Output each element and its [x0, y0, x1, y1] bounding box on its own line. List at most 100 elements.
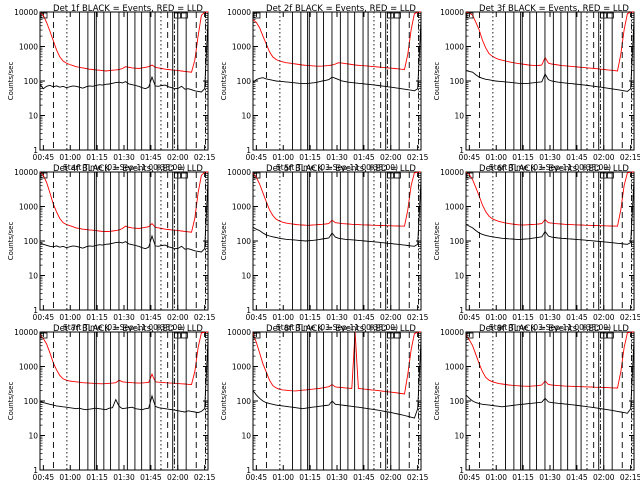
y-tick-label: 10000: [440, 8, 464, 17]
flag-box: [393, 332, 401, 339]
y-tick-label: 10000: [14, 8, 38, 17]
y-tick-label: 10000: [227, 168, 251, 177]
lld-series-line: [252, 331, 422, 395]
x-tick-label: 02:00: [593, 313, 615, 322]
lld-series-line: [465, 331, 635, 389]
x-tick-label: 02:00: [167, 473, 189, 480]
chart-panel-1: Det 1f BLACK = Events, RED = LLD 1 10 100 10…: [7, 4, 216, 172]
y-tick-label: 10000: [440, 328, 464, 337]
x-tick-label: 01:15: [86, 473, 108, 480]
x-tick-label: 00:45: [459, 313, 481, 322]
plot-frame: [252, 331, 422, 471]
chart-panel-9: Det 9f BLACK = Events, RED = LLD 1 10 100 10…: [433, 324, 640, 480]
flag-box: [173, 12, 181, 19]
chart-title: Det 9f BLACK = Events, RED = LLD: [479, 324, 629, 334]
chart-panel-7: Det 7f BLACK = Events, RED = LLD 1 10 100 10…: [7, 324, 216, 480]
y-axis-label: Counts/sec: [7, 382, 15, 421]
flag-box: [173, 332, 181, 339]
y-tick-label: 1000: [232, 363, 251, 372]
y-axis-label: Counts/sec: [7, 222, 15, 261]
flag-box: [386, 332, 394, 339]
y-tick-label: 100: [237, 77, 252, 86]
flag-box: [386, 172, 394, 179]
x-tick-label: 01:30: [539, 153, 561, 162]
lld-series-line: [39, 11, 209, 73]
flag-box: [600, 12, 607, 19]
y-tick-label: 1: [459, 466, 464, 475]
x-tick-label: 02:15: [194, 313, 216, 322]
y-tick-label: 100: [24, 237, 39, 246]
events-series-line: [39, 339, 209, 414]
flag-box: [180, 332, 188, 339]
y-tick-label: 100: [24, 397, 39, 406]
flag-box: [180, 172, 188, 179]
y-tick-label: 10: [241, 432, 251, 441]
y-tick-label: 1: [246, 466, 251, 475]
x-tick-label: 01:00: [485, 313, 507, 322]
x-tick-label: 01:45: [353, 473, 375, 480]
x-tick-label: 01:00: [272, 313, 294, 322]
x-tick-label: 01:30: [539, 473, 561, 480]
events-series-line: [465, 19, 635, 92]
x-tick-label: 01:45: [566, 313, 588, 322]
flag-box: [393, 172, 401, 179]
x-tick-label: 01:45: [140, 153, 162, 162]
chart-title: Det 5f BLACK = Events, RED = LLD: [266, 164, 416, 174]
flag-box: [600, 332, 607, 339]
y-tick-label: 1: [33, 306, 38, 315]
chart-title: Det 6f BLACK = Events, RED = LLD: [479, 164, 629, 174]
chart-panel-3: Det 3f BLACK = Events, RED = LLD 1 10 100 10…: [433, 4, 640, 172]
x-tick-label: 01:15: [299, 473, 321, 480]
plot-frame: [465, 171, 635, 311]
x-tick-label: 01:30: [113, 473, 135, 480]
chart-panel-8: Det 8f BLACK = Events, RED = LLD 1 10 100 10…: [220, 324, 429, 480]
x-tick-label: 01:30: [539, 313, 561, 322]
plot-frame: [252, 171, 422, 311]
y-tick-label: 1000: [232, 203, 251, 212]
x-tick-label: 01:00: [485, 153, 507, 162]
x-axis-label: Start Time (03-Sep-11 00:38:00): [489, 163, 611, 172]
y-tick-label: 10: [28, 112, 38, 121]
events-series-line: [252, 179, 422, 247]
y-axis-label: Counts/sec: [220, 222, 228, 261]
x-axis-label: Start Time (03-Sep-11 00:38:00): [276, 323, 398, 332]
y-tick-label: 1000: [19, 363, 38, 372]
x-tick-label: 02:15: [407, 153, 429, 162]
y-tick-label: 1000: [445, 43, 464, 52]
x-tick-label: 02:15: [620, 473, 640, 480]
x-tick-label: 00:45: [33, 473, 55, 480]
x-tick-label: 02:00: [380, 153, 402, 162]
x-tick-label: 01:15: [86, 313, 108, 322]
x-tick-label: 01:15: [86, 153, 108, 162]
y-tick-label: 10000: [440, 168, 464, 177]
chart-title: Det 1f BLACK = Events, RED = LLD: [53, 4, 203, 14]
flag-box: [40, 332, 48, 339]
y-tick-label: 100: [237, 237, 252, 246]
x-tick-label: 00:45: [33, 313, 55, 322]
y-axis-label: Counts/sec: [7, 62, 15, 101]
x-tick-label: 02:15: [620, 153, 640, 162]
plot-frame: [39, 171, 209, 311]
flag-box: [466, 332, 474, 339]
x-tick-label: 01:30: [113, 313, 135, 322]
flag-box: [40, 172, 48, 179]
events-series-line: [252, 339, 422, 419]
y-tick-label: 1: [246, 146, 251, 155]
y-tick-label: 1: [459, 306, 464, 315]
x-tick-label: 01:00: [272, 153, 294, 162]
chart-panel-5: Det 5f BLACK = Events, RED = LLD 1 10 100 10…: [220, 164, 429, 332]
x-tick-label: 02:15: [194, 473, 216, 480]
chart-title: Det 2f BLACK = Events, RED = LLD: [266, 4, 416, 14]
y-tick-label: 100: [450, 397, 465, 406]
x-tick-label: 02:00: [167, 313, 189, 322]
y-tick-label: 1: [459, 146, 464, 155]
y-tick-label: 1: [33, 466, 38, 475]
x-axis-label: Start Time (03-Sep-11 00:38:00): [489, 323, 611, 332]
x-tick-label: 01:30: [326, 313, 348, 322]
y-axis-label: Counts/sec: [220, 382, 228, 421]
plot-frame: [39, 11, 209, 151]
flag-box: [253, 332, 261, 339]
y-tick-label: 100: [237, 397, 252, 406]
x-tick-label: 01:00: [59, 473, 81, 480]
events-series-line: [465, 179, 635, 245]
